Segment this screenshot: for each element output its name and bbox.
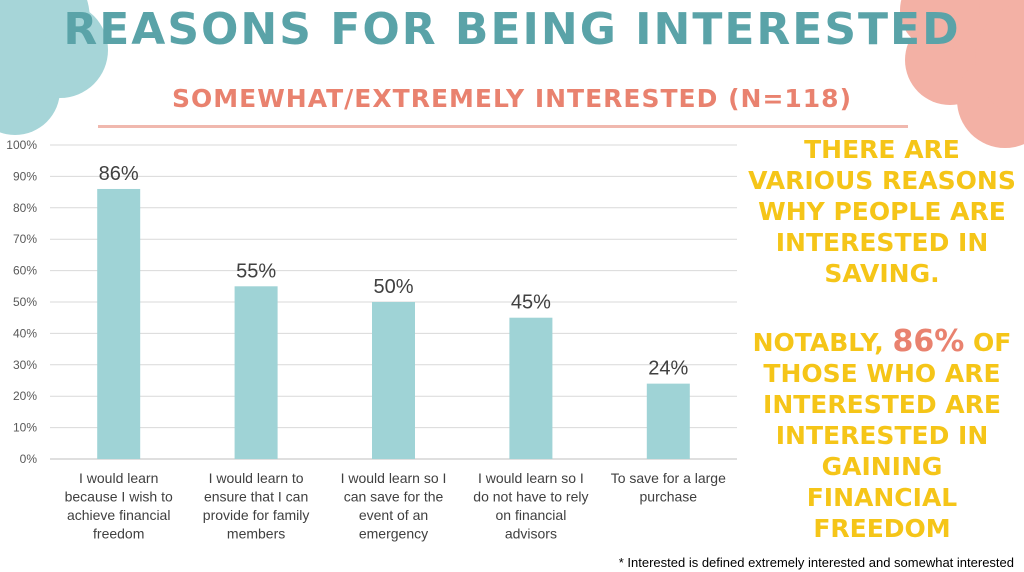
- bar-chart: 0% 10% 20% 30% 40% 50% 60% 70% 80% 90% 100% 86% I wo…: [6, 138, 737, 542]
- y-tick-label: 60%: [13, 264, 37, 278]
- y-tick-label: 70%: [13, 232, 37, 246]
- footnote: * Interested is defined extremely intere…: [618, 555, 1014, 570]
- x-category-label: I would learn because I wish to achieve fi…: [65, 470, 173, 542]
- x-category-label: I would learn to ensure that I can provide…: [203, 470, 310, 542]
- y-tick-label: 20%: [13, 389, 37, 403]
- data-label: 50%: [373, 276, 413, 298]
- bar: [372, 302, 415, 459]
- side-note-summary: There are various reasons why people are…: [744, 134, 1020, 289]
- y-tick-label: 50%: [13, 295, 37, 309]
- side-note-text: There are various reasons why people are…: [748, 135, 1016, 288]
- x-category-label: To save for a large purchase: [611, 470, 726, 505]
- left-cloud-shape: [0, 0, 108, 135]
- side-note-highlight: Notably, 86% of those who are interested…: [744, 326, 1020, 544]
- y-tick-label: 100%: [6, 138, 37, 152]
- data-label: 86%: [99, 163, 139, 185]
- highlight-percentage: 86%: [892, 324, 965, 359]
- y-tick-label: 40%: [13, 326, 37, 340]
- data-label: 55%: [236, 260, 276, 282]
- data-label: 45%: [511, 292, 551, 314]
- right-cloud-shape: [900, 0, 1024, 148]
- bar: [509, 317, 553, 459]
- y-tick-label: 80%: [13, 201, 37, 215]
- y-tick-label: 0%: [20, 452, 38, 466]
- y-tick-label: 90%: [13, 169, 37, 183]
- data-label: 24%: [648, 358, 688, 380]
- bar: [646, 383, 690, 459]
- y-tick-label: 30%: [13, 358, 37, 372]
- side-note-rest: of those who are interested are interest…: [763, 328, 1012, 543]
- subtitle-underline: [98, 125, 908, 128]
- y-tick-label: 10%: [13, 421, 37, 435]
- bar: [234, 286, 278, 459]
- side-note-lead: Notably,: [752, 328, 884, 357]
- bar: [97, 188, 141, 459]
- page-subtitle: SOMEWHAT/EXTREMELY INTERESTED (N=118): [171, 84, 853, 113]
- page-title: REASONS FOR BEING INTERESTED: [63, 4, 961, 55]
